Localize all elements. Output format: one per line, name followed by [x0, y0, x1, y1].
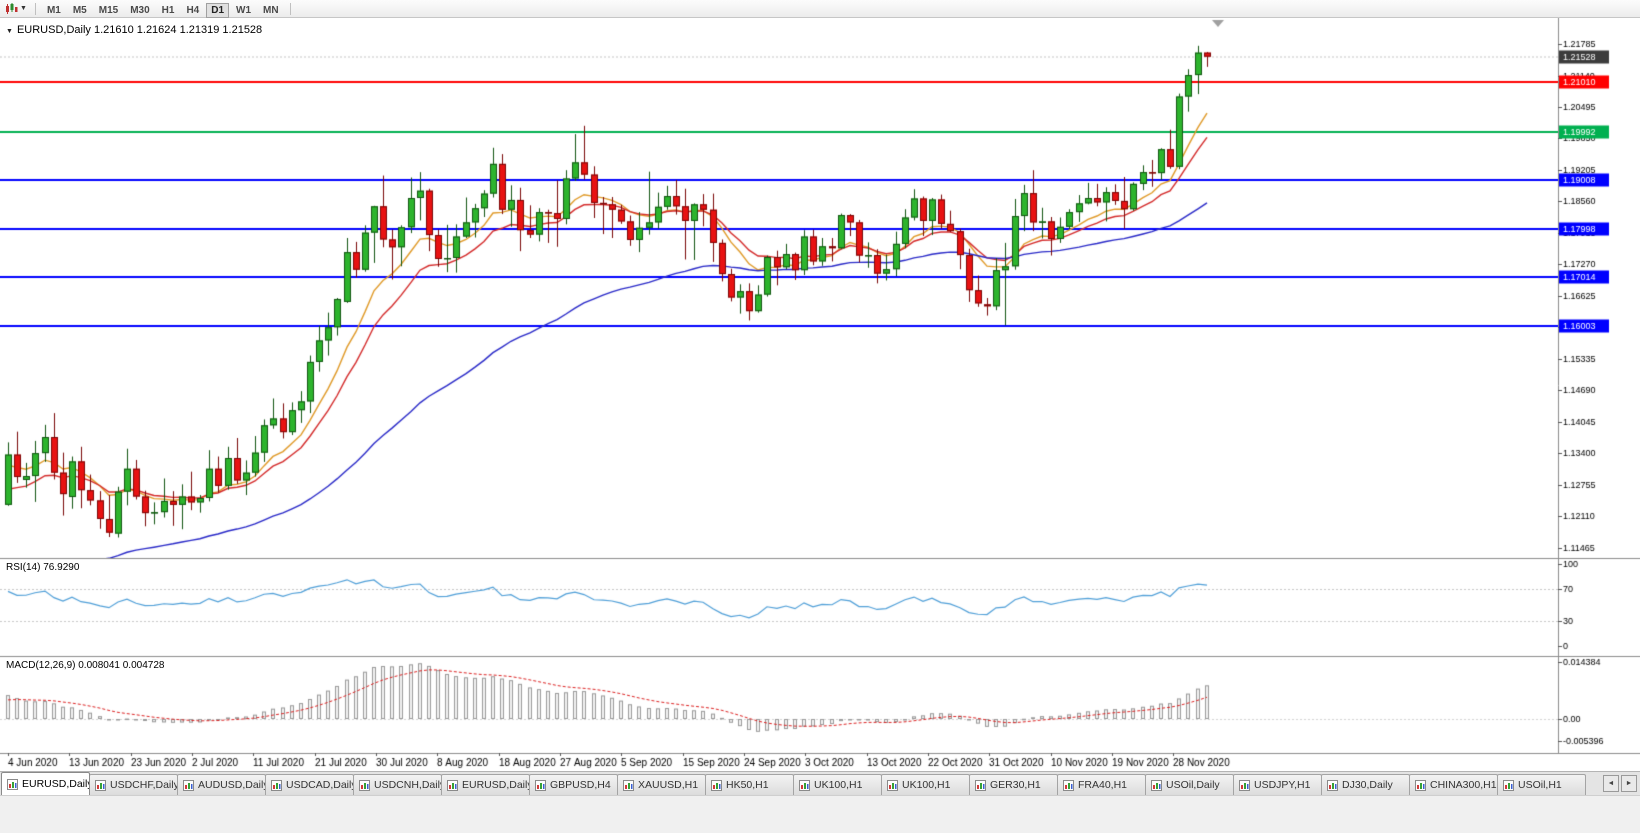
chart-tab-usdcad-daily[interactable]: USDCAD,Daily [265, 774, 354, 795]
tabs-scroll-right-button[interactable]: ► [1621, 775, 1637, 792]
chart-tab-usoil-h1[interactable]: USOil,H1 [1497, 774, 1586, 795]
chart-tab-usdcnh-daily[interactable]: USDCNH,Daily [353, 774, 442, 795]
timeframe-button-group: M1 M5 M15 M30 H1 H4 D1 W1 MN [41, 0, 285, 18]
chart-tab-icon [95, 779, 106, 791]
status-bar [0, 795, 1640, 833]
chart-dropdown-caret-icon[interactable]: ▼ [20, 5, 27, 12]
timeframe-button-h1[interactable]: H1 [157, 3, 180, 18]
chart-tab-icon [447, 779, 458, 791]
chart-tab-label: UK100,H1 [902, 779, 951, 791]
chart-tab-uk100-h1[interactable]: UK100,H1 [793, 774, 882, 795]
toolbar-separator-2 [289, 2, 291, 15]
chart-tab-usdjpy-h1[interactable]: USDJPY,H1 [1233, 774, 1322, 795]
chart-tab-label: USDCNH,Daily [374, 779, 442, 791]
chart-tab-label: USOil,Daily [1166, 779, 1220, 791]
timeframe-button-d1[interactable]: D1 [206, 2, 230, 18]
chart-tab-fra40-h1[interactable]: FRA40,H1 [1057, 774, 1146, 795]
chart-tab-audusd-daily[interactable]: AUDUSD,Daily [177, 774, 266, 795]
tabs-scroll-left-button[interactable]: ◄ [1603, 775, 1619, 792]
chart-tab-icon [799, 779, 810, 791]
chart-tab-icon [1503, 779, 1514, 791]
chart-tab-icon [359, 779, 370, 791]
chart-tab-eurusd-daily[interactable]: EURUSD,Daily [1, 772, 90, 795]
chart-tab-icon [1239, 779, 1250, 791]
chart-tab-label: XAUUSD,H1 [638, 779, 699, 791]
chart-tab-label: GER30,H1 [990, 779, 1041, 791]
chart-tab-label: HK50,H1 [726, 779, 769, 791]
chart-tab-icon [7, 778, 18, 790]
chart-tab-icon [535, 779, 546, 791]
chart-tab-label: CHINA300,H1 [1430, 779, 1497, 791]
chart-tabs: EURUSD,Daily USDCHF,Daily AUDUSD,Daily USDC… [0, 772, 1600, 795]
timeframe-button-m1[interactable]: M1 [42, 3, 66, 18]
chart-tab-label: USDJPY,H1 [1254, 779, 1311, 791]
chart-tab-hk50-h1[interactable]: HK50,H1 [705, 774, 794, 795]
timeframe-button-w1[interactable]: W1 [231, 3, 256, 18]
chart-tab-icon [271, 779, 282, 791]
chart-tab-ger30-h1[interactable]: GER30,H1 [969, 774, 1058, 795]
chart-tab-usoil-daily[interactable]: USOil,Daily [1145, 774, 1234, 795]
chart-tab-icon [1151, 779, 1162, 791]
chart-tab-label: FRA40,H1 [1078, 779, 1128, 791]
chart-tab-icon [975, 779, 986, 791]
chart-tab-usdchf-daily[interactable]: USDCHF,Daily [89, 774, 178, 795]
chart-tab-gbpusd-h4[interactable]: GBPUSD,H4 [529, 774, 618, 795]
chart-tab-label: EURUSD,Daily [22, 778, 90, 790]
chart-tab-label: GBPUSD,H4 [550, 779, 611, 791]
chart-tab-china300-h1[interactable]: CHINA300,H1 [1409, 774, 1498, 795]
chart-tab-bar: EURUSD,Daily USDCHF,Daily AUDUSD,Daily USDC… [0, 771, 1640, 795]
price-chart-canvas[interactable] [0, 18, 1640, 771]
chart-tab-label: EURUSD,Daily [462, 779, 530, 791]
chart-tab-icon [183, 779, 194, 791]
chart-tab-icon [1415, 779, 1426, 791]
top-toolbar: ▼ M1 M5 M15 M30 H1 H4 D1 W1 MN [0, 0, 1640, 18]
timeframe-button-m30[interactable]: M30 [125, 3, 154, 18]
ohlc-expander-icon[interactable]: ▼ [6, 28, 13, 35]
chart-tab-xauusd-h1[interactable]: XAUUSD,H1 [617, 774, 706, 795]
toolbar-separator [34, 2, 36, 15]
tab-scroll-controls: ◄ ► [1600, 772, 1640, 795]
timeframe-button-m15[interactable]: M15 [94, 3, 123, 18]
chart-tab-eurusd-daily[interactable]: EURUSD,Daily [441, 774, 530, 795]
chart-tab-icon [1327, 779, 1338, 791]
chart-tab-uk100-h1[interactable]: UK100,H1 [881, 774, 970, 795]
chart-tab-label: DJ30,Daily [1342, 779, 1393, 791]
chart-tab-dj30-daily[interactable]: DJ30,Daily [1321, 774, 1410, 795]
chart-tab-icon [623, 779, 634, 791]
chart-tab-label: USOil,H1 [1518, 779, 1562, 791]
candlestick-chart-icon [6, 3, 18, 14]
timeframe-button-m5[interactable]: M5 [68, 3, 92, 18]
timeframe-button-mn[interactable]: MN [258, 3, 284, 18]
chart-tab-icon [711, 779, 722, 791]
chart-tab-label: USDCHF,Daily [110, 779, 178, 791]
chart-tab-label: USDCAD,Daily [286, 779, 354, 791]
chart-tab-label: UK100,H1 [814, 779, 863, 791]
chart-tab-icon [1063, 779, 1074, 791]
chart-tab-icon [887, 779, 898, 791]
chart-window-icon[interactable] [5, 2, 18, 15]
timeframe-button-h4[interactable]: H4 [181, 3, 204, 18]
chart-tab-label: AUDUSD,Daily [198, 779, 266, 791]
chart-area: ▼ EURUSD,Daily 1.21610 1.21624 1.21319 1.… [0, 18, 1640, 771]
